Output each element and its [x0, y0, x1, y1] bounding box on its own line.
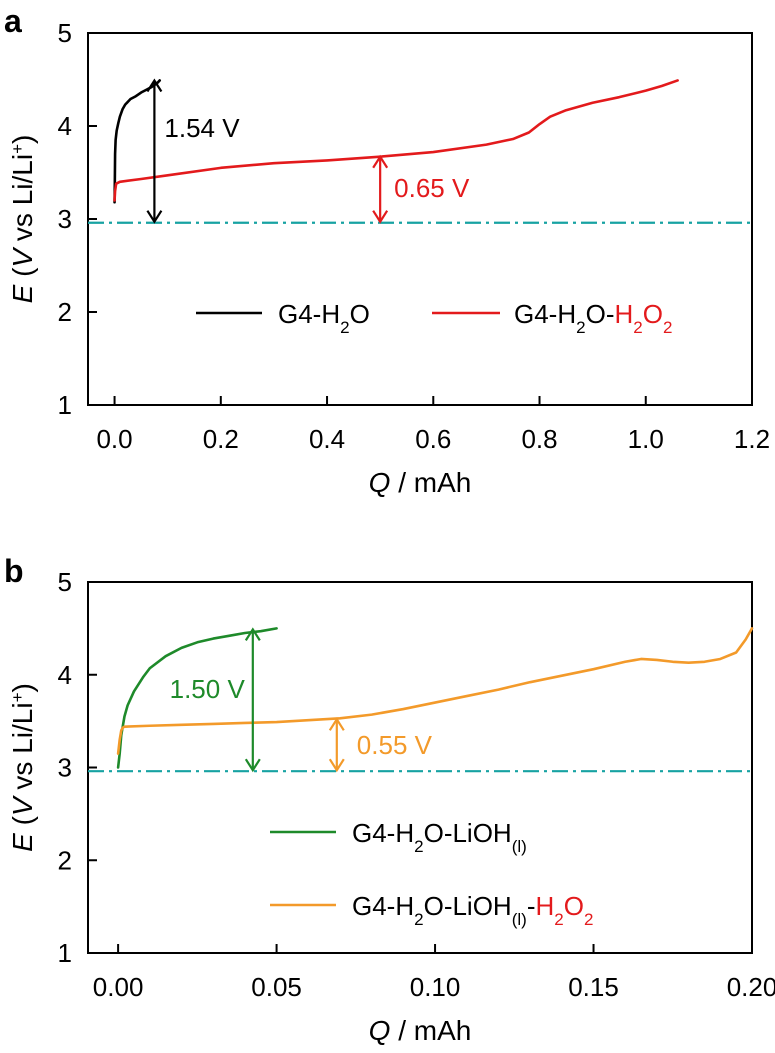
- legend-label-part: G4-H: [514, 299, 576, 329]
- y-tick-label: 2: [58, 297, 72, 327]
- legend-label: G4-H2O-LiOH(l)-H2O2: [352, 891, 593, 929]
- y-axis-unit-mid: vs Li/Li: [7, 154, 38, 249]
- y-tick-label: 5: [58, 18, 72, 48]
- x-tick-label: 0.6: [415, 424, 451, 454]
- legend-label-part: G4-H: [278, 299, 340, 329]
- y-axis-var: E: [7, 833, 38, 852]
- y-axis-unit-var: V: [7, 247, 38, 268]
- y-axis-title-group: E (V vs Li/Li+): [7, 683, 38, 852]
- x-tick-label: 0.00: [93, 972, 144, 1002]
- panel-label: a: [4, 3, 22, 39]
- x-axis-title: Q / mAh: [369, 467, 472, 498]
- legend-label-part: 2: [554, 910, 563, 929]
- y-axis-unit-mid: vs Li/Li: [7, 702, 38, 797]
- annotation-label: 1.50 V: [170, 674, 246, 704]
- legend-label-part: 2: [340, 318, 349, 337]
- legend-label: G4-H2O: [278, 299, 370, 337]
- annotation-label: 1.54 V: [164, 113, 240, 143]
- annotation-arrow-head-down: [372, 210, 389, 224]
- legend-label-part: 2: [584, 910, 593, 929]
- annotation-arrow-head-up: [372, 154, 389, 169]
- annotation-arrow-head-down: [328, 758, 345, 773]
- x-axis-unit: / mAh: [390, 1015, 471, 1046]
- legend-label-part: 2: [663, 318, 672, 337]
- legend-label-part: O: [643, 299, 663, 329]
- x-axis-unit: / mAh: [390, 467, 471, 498]
- x-tick-label: 1.2: [734, 424, 770, 454]
- y-axis-open: (: [7, 267, 38, 285]
- panel-a: a E (V vs Li/Li+) Q / mAh 0.0 0.2 0.4 0.6 0.…: [4, 3, 770, 498]
- legend-label-part: 2: [633, 318, 642, 337]
- y-tick-label: 1: [58, 938, 72, 968]
- y-axis-close: ): [7, 683, 38, 692]
- x-axis-title: Q / mAh: [369, 1015, 472, 1046]
- y-tick-label: 2: [58, 845, 72, 875]
- y-tick-label: 4: [58, 660, 72, 690]
- y-tick-label: 5: [58, 567, 72, 597]
- annotation-arrow-head-down: [146, 210, 163, 224]
- y-axis-unit-sup: +: [8, 692, 27, 702]
- legend-label-part: G4-H: [352, 891, 414, 921]
- x-tick-label: 0.05: [251, 972, 302, 1002]
- x-tick-label: 0.20: [727, 972, 775, 1002]
- legend-label-part: (l): [512, 910, 527, 929]
- legend-label-part: 2: [414, 837, 423, 856]
- series-line-1: [113, 79, 162, 204]
- y-tick-label: 4: [58, 111, 72, 141]
- y-axis-unit-var: V: [7, 795, 38, 816]
- y-axis-title: E (V vs Li/Li+): [7, 683, 38, 852]
- annotation-arrow-head-up: [244, 627, 261, 641]
- y-axis-open: (: [7, 815, 38, 833]
- panel-label: b: [4, 553, 24, 589]
- series-line-2: [116, 627, 754, 755]
- x-tick-label: 0.2: [203, 424, 239, 454]
- x-axis-var: Q: [369, 467, 391, 498]
- annotation-label: 0.55 V: [357, 730, 433, 760]
- legend-label: G4-H2O-H2O2: [514, 299, 672, 337]
- y-tick-label: 1: [58, 390, 72, 420]
- annotation-label: 0.65 V: [394, 173, 470, 203]
- legend-label-part: H: [536, 891, 555, 921]
- x-tick-label: 0.8: [521, 424, 557, 454]
- legend-label-part: H: [614, 299, 633, 329]
- x-axis-var: Q: [369, 1015, 391, 1046]
- legend-label-part: O: [350, 299, 370, 329]
- legend-label-part: O-LiOH: [424, 818, 512, 848]
- y-tick-label: 3: [58, 753, 72, 783]
- x-tick-label: 0.15: [568, 972, 619, 1002]
- x-tick-label: 0.10: [410, 972, 461, 1002]
- legend-label-part: O-: [586, 299, 615, 329]
- legend-label-part: O: [564, 891, 584, 921]
- y-tick-label: 3: [58, 204, 72, 234]
- y-axis-close: ): [7, 135, 38, 144]
- y-axis-var: E: [7, 284, 38, 303]
- legend-label: G4-H2O-LiOH(l): [352, 818, 527, 856]
- legend-label-part: (l): [512, 837, 527, 856]
- series-line-2: [113, 79, 679, 202]
- annotation-arrow-head-up: [328, 717, 345, 731]
- series-line-1: [116, 627, 278, 769]
- annotation-arrow-head-down: [244, 758, 261, 773]
- plot-frame: [87, 581, 753, 954]
- legend-label-part: 2: [576, 318, 585, 337]
- annotation-arrow-head-up: [146, 78, 163, 93]
- x-tick-label: 1.0: [628, 424, 664, 454]
- legend-label-part: 2: [414, 910, 423, 929]
- y-axis-title-group: E (V vs Li/Li+): [7, 135, 38, 304]
- legend-label-part: G4-H: [352, 818, 414, 848]
- x-tick-label: 0.4: [309, 424, 345, 454]
- legend-label-part: O-LiOH: [424, 891, 512, 921]
- y-axis-unit-sup: +: [8, 144, 27, 154]
- y-axis-title: E (V vs Li/Li+): [7, 135, 38, 304]
- x-tick-label: 0.0: [96, 424, 132, 454]
- legend-label-part: -: [527, 891, 536, 921]
- panel-b: b E (V vs Li/Li+) Q / mAh 0.00 0.05 0.10 0.…: [4, 553, 775, 1046]
